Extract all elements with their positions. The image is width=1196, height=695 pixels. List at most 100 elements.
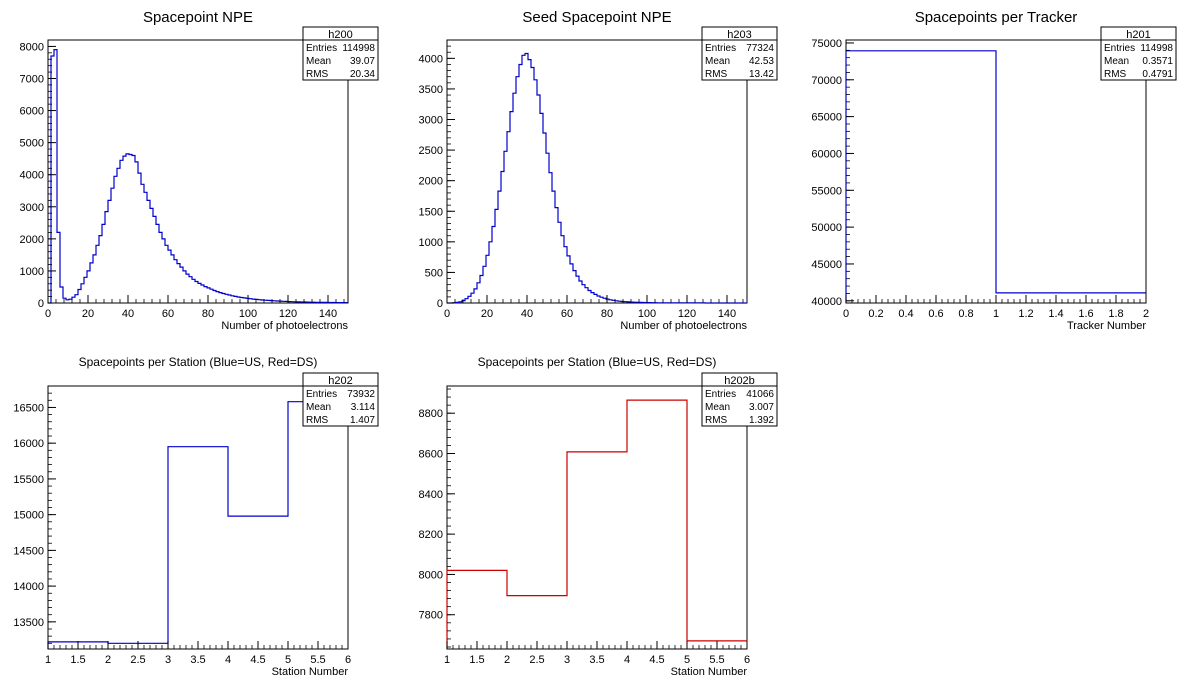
stats-mean-label: Mean [306, 402, 331, 413]
stats-rms-value: 0.4791 [1142, 69, 1173, 80]
stats-rms-label: RMS [705, 415, 728, 426]
y-tick-label: 0 [437, 298, 443, 310]
y-tick-label: 5000 [20, 138, 44, 150]
y-tick-label: 8400 [419, 489, 443, 501]
x-tick-label: 4.5 [649, 654, 664, 666]
x-tick-label: 140 [319, 308, 337, 320]
y-tick-label: 8000 [419, 569, 443, 581]
y-tick-label: 8000 [20, 41, 44, 53]
stats-mean-value: 42.53 [749, 56, 774, 67]
y-tick-label: 16500 [13, 402, 44, 414]
x-tick-label: 5.5 [310, 654, 325, 666]
y-tick-label: 15500 [13, 474, 44, 486]
stats-rms-label: RMS [306, 415, 329, 426]
histogram-panel-h201: Spacepoints per Tracker 0 0.2 0.4 0.6 0.8 1 1.2… [811, 9, 1177, 332]
x-tick-label: 80 [601, 308, 613, 320]
y-tick-label: 4000 [20, 170, 44, 182]
x-tick-label: 5 [285, 654, 291, 666]
x-tick-label: 100 [638, 308, 656, 320]
x-tick-label: 0.8 [958, 308, 973, 320]
stats-name: h202 [328, 375, 352, 387]
y-tick-label: 2000 [20, 234, 44, 246]
x-tick-label: 3 [165, 654, 171, 666]
x-tick-label: 0 [45, 308, 51, 320]
y-tick-label: 14000 [13, 581, 44, 593]
x-axis-label: Number of photoelectrons [221, 320, 348, 332]
x-tick-label: 140 [718, 308, 736, 320]
y-tick-label: 4000 [419, 53, 443, 65]
x-tick-label: 6 [345, 654, 351, 666]
x-tick-label: 1 [993, 308, 999, 320]
stats-entries-label: Entries [705, 389, 736, 400]
chart-title: Seed Spacepoint NPE [522, 9, 671, 26]
x-tick-label: 0 [444, 308, 450, 320]
x-tick-label: 100 [239, 308, 257, 320]
x-tick-label: 2.5 [130, 654, 145, 666]
stats-mean-value: 39.07 [350, 56, 375, 67]
stats-entries-value: 41066 [746, 389, 774, 400]
x-tick-label: 3 [564, 654, 570, 666]
stats-rms-value: 1.392 [749, 415, 774, 426]
y-tick-label: 55000 [811, 185, 842, 197]
y-tick-label: 13500 [13, 617, 44, 629]
stats-mean-label: Mean [1104, 56, 1129, 67]
x-tick-label: 5 [684, 654, 690, 666]
chart-title: Spacepoints per Tracker [915, 9, 1078, 26]
histogram-line [845, 50, 1146, 303]
stats-rms-label: RMS [1104, 69, 1127, 80]
chart-title: Spacepoint NPE [143, 9, 253, 26]
stats-box [302, 372, 379, 427]
histogram-panel-h203: Seed Spacepoint NPE 0 20 40 60 80 100 120 140 0 50… [419, 9, 778, 332]
x-tick-label: 0 [843, 308, 849, 320]
x-tick-label: 2.5 [529, 654, 544, 666]
histogram-panel-h202: Spacepoints per Station (Blue=US, Red=DS… [13, 355, 379, 678]
y-tick-label: 8200 [419, 529, 443, 541]
y-tick-label: 16000 [13, 438, 44, 450]
stats-mean-label: Mean [306, 56, 331, 67]
x-tick-label: 1.2 [1018, 308, 1033, 320]
x-tick-label: 60 [561, 308, 573, 320]
x-tick-label: 3.5 [190, 654, 205, 666]
stats-name: h203 [727, 29, 751, 41]
x-tick-label: 120 [678, 308, 696, 320]
y-tick-label: 2000 [419, 176, 443, 188]
y-tick-label: 8600 [419, 449, 443, 461]
plot-frame [47, 39, 349, 304]
stats-name: h202b [724, 375, 755, 387]
y-tick-label: 7800 [419, 610, 443, 622]
y-tick-label: 65000 [811, 112, 842, 124]
x-tick-label: 40 [521, 308, 533, 320]
stats-rms-label: RMS [306, 69, 329, 80]
x-axis-label: Number of photoelectrons [620, 320, 747, 332]
x-tick-label: 1 [45, 654, 51, 666]
stats-rms-label: RMS [705, 69, 728, 80]
y-tick-label: 8800 [419, 408, 443, 420]
y-tick-label: 15000 [13, 510, 44, 522]
histogram-panel-h202b: Spacepoints per Station (Blue=US, Red=DS… [419, 355, 778, 678]
x-tick-label: 120 [279, 308, 297, 320]
x-tick-label: 4 [624, 654, 630, 666]
stats-entries-label: Entries [306, 43, 337, 54]
stats-mean-value: 0.3571 [1142, 56, 1173, 67]
y-tick-label: 7000 [20, 73, 44, 85]
y-tick-label: 70000 [811, 75, 842, 87]
stats-mean-label: Mean [705, 402, 730, 413]
x-tick-label: 0.2 [868, 308, 883, 320]
x-tick-label: 2 [1143, 308, 1149, 320]
y-tick-label: 6000 [20, 106, 44, 118]
stats-box [1100, 26, 1177, 81]
x-tick-label: 40 [122, 308, 134, 320]
y-tick-label: 0 [38, 298, 44, 310]
x-tick-label: 1.4 [1048, 308, 1063, 320]
x-tick-label: 0.4 [898, 308, 913, 320]
stats-entries-value: 114998 [1140, 43, 1173, 54]
x-tick-label: 6 [744, 654, 750, 666]
x-tick-label: 60 [162, 308, 174, 320]
histogram-line [447, 52, 747, 304]
stats-rms-value: 13.42 [749, 69, 774, 80]
stats-name: h200 [328, 29, 352, 41]
x-tick-label: 1.5 [70, 654, 85, 666]
x-tick-label: 1.8 [1108, 308, 1123, 320]
